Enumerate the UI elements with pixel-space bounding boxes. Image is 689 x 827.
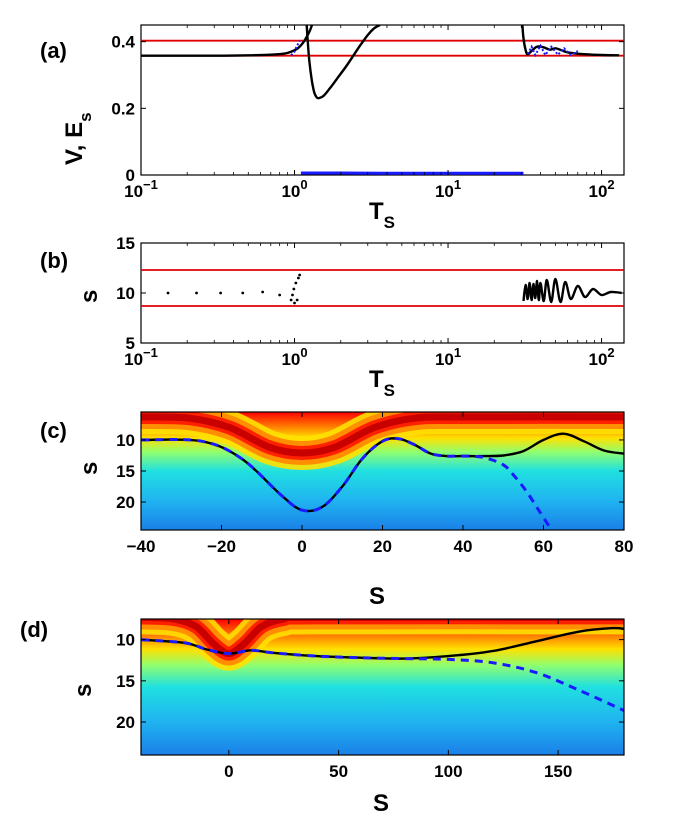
x-axis-label-d: S — [373, 790, 389, 817]
x-tick-label: 50 — [329, 762, 348, 781]
y-tick-label: 20 — [116, 493, 135, 512]
series-group-d — [141, 626, 624, 712]
data-point — [166, 291, 170, 295]
x-tick-label: 102 — [588, 345, 614, 369]
data-point — [291, 293, 294, 297]
heatmap-ridge-c — [141, 413, 624, 457]
reference-lines-b — [141, 269, 624, 307]
x-tick-label: −20 — [207, 537, 236, 556]
y-tick-label: 20 — [116, 713, 135, 732]
data-point — [293, 301, 296, 305]
y-tick-label: 10 — [116, 431, 135, 450]
data-point — [292, 287, 296, 291]
y-tick-label: 0.2 — [111, 99, 135, 118]
x-tick-label: 40 — [454, 537, 473, 556]
data-point — [297, 276, 300, 280]
heatmap-d — [141, 619, 624, 755]
ticks-b: 10−1 100 101 102 5 10 15 — [116, 234, 624, 369]
y-tick-label: 0 — [126, 166, 135, 185]
y-tick-label: 10 — [116, 284, 135, 303]
series-line — [141, 436, 553, 530]
data-point — [261, 290, 265, 294]
panel-b: (b) 10−1 100 101 102 5 10 15 TS s — [40, 234, 625, 400]
x-tick-label: 10−1 — [124, 345, 158, 369]
data-point — [241, 291, 245, 295]
data-point — [295, 298, 299, 302]
axes-frame-a — [140, 24, 625, 176]
x-tick-label: 0 — [224, 762, 233, 781]
y-tick-label: 15 — [116, 672, 135, 691]
panel-label-c: (c) — [40, 418, 67, 443]
panel-label-a: (a) — [40, 38, 67, 63]
x-tick-label: 150 — [544, 762, 572, 781]
x-tick-label: 101 — [435, 177, 461, 201]
series-line — [526, 43, 579, 58]
x-tick-label: 20 — [373, 537, 392, 556]
series-group-b — [166, 273, 622, 305]
axes-frame-d — [140, 618, 625, 756]
heatmap-c — [141, 412, 624, 530]
x-tick-label: 0 — [297, 537, 306, 556]
y-tick-label: 0.4 — [111, 33, 135, 52]
x-tick-label: 101 — [435, 345, 461, 369]
x-tick-label: 100 — [434, 762, 462, 781]
data-point — [298, 273, 302, 277]
series-line — [141, 638, 624, 712]
series-group-a — [141, 25, 620, 175]
ticks-a: 10−1 100 101 102 0 0.2 0.4 — [111, 25, 624, 201]
y-tick-label: 5 — [126, 334, 135, 353]
series-line — [305, 25, 381, 100]
y-axis-label-a: V, Es — [61, 112, 95, 165]
x-tick-label: 60 — [534, 537, 553, 556]
series-line — [522, 277, 622, 304]
x-tick-label: 100 — [281, 177, 307, 201]
x-tick-label: 102 — [588, 177, 614, 201]
x-axis-label-a: TS — [369, 198, 395, 232]
y-tick-label: 15 — [116, 462, 135, 481]
x-tick-label: 100 — [281, 345, 307, 369]
panel-label-b: (b) — [40, 248, 68, 273]
x-tick-label: 10−1 — [124, 177, 158, 201]
data-point — [195, 291, 198, 295]
y-axis-label-b: s — [76, 290, 103, 303]
panel-d: (d) 0 50 100 150 10 15 20 S s — [20, 617, 625, 817]
panel-c: (c) −40 −20 0 20 40 60 80 10 15 20 S s — [40, 411, 633, 610]
data-point — [219, 291, 223, 295]
ticks-d: 0 50 100 150 10 15 20 — [116, 619, 624, 781]
series-group-c — [141, 432, 624, 530]
y-tick-label: 10 — [116, 631, 135, 650]
panel-a: (a) 10−1 100 101 102 0 0.2 0.4 TS V, Es — [40, 24, 625, 232]
y-axis-label-d: s — [70, 684, 97, 697]
y-tick-label: 15 — [116, 234, 135, 253]
ticks-c: −40 −20 0 20 40 60 80 10 15 20 — [116, 412, 633, 556]
y-axis-label-c: s — [76, 462, 103, 475]
x-tick-label: −40 — [127, 537, 156, 556]
data-point — [289, 298, 293, 302]
x-axis-label-c: S — [369, 583, 385, 610]
data-point — [294, 281, 298, 285]
data-point — [278, 293, 282, 297]
heatmap-ridge-d — [141, 619, 624, 658]
x-axis-label-b: TS — [369, 366, 395, 400]
panel-label-d: (d) — [20, 617, 48, 642]
axes-frame-b — [140, 242, 625, 344]
x-tick-label: 80 — [615, 537, 634, 556]
